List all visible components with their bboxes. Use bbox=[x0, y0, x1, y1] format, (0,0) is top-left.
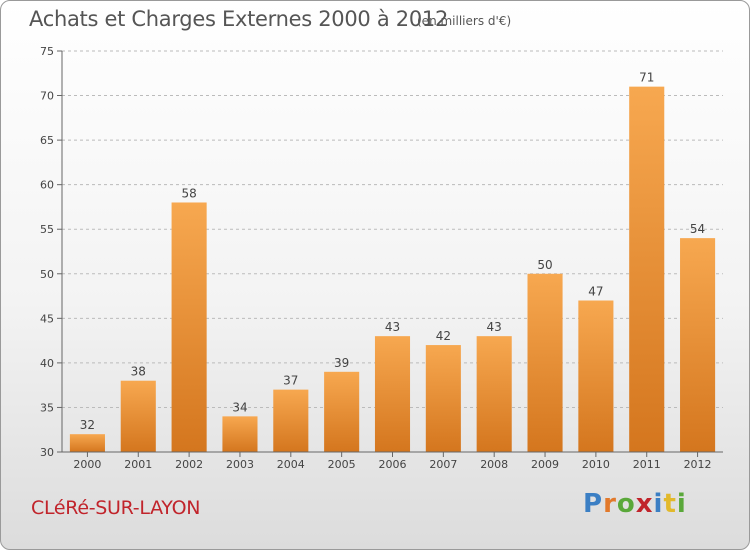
data-label: 50 bbox=[537, 258, 552, 272]
bar bbox=[273, 389, 309, 452]
data-label: 37 bbox=[283, 374, 298, 388]
x-tick-label: 2005 bbox=[328, 458, 356, 471]
logo-letter: o bbox=[616, 489, 636, 519]
bar bbox=[476, 336, 512, 452]
chart-subtitle: (en milliers d'€) bbox=[417, 14, 512, 28]
y-tick-label: 55 bbox=[40, 223, 54, 236]
bar bbox=[171, 202, 207, 452]
logo-letter: r bbox=[603, 489, 617, 519]
x-tick-label: 2012 bbox=[684, 458, 712, 471]
data-label: 71 bbox=[639, 71, 654, 85]
logo-letter: i bbox=[653, 489, 664, 519]
bar bbox=[578, 300, 614, 452]
bar bbox=[374, 336, 411, 452]
logo-letter: x bbox=[635, 489, 654, 519]
x-tick-label: 2009 bbox=[531, 458, 559, 471]
y-tick-label: 75 bbox=[40, 45, 54, 58]
y-tick-label: 65 bbox=[40, 134, 54, 147]
bar bbox=[324, 371, 360, 452]
y-tick-label: 35 bbox=[40, 401, 54, 414]
data-label: 54 bbox=[690, 222, 705, 236]
data-label: 58 bbox=[181, 186, 196, 200]
chart-title: Achats et Charges Externes 2000 à 2012 bbox=[29, 7, 449, 31]
logo-letter: P bbox=[583, 489, 604, 519]
y-tick-label: 40 bbox=[40, 357, 54, 370]
bar bbox=[680, 238, 716, 452]
data-label: 39 bbox=[334, 356, 349, 370]
bar-layer bbox=[69, 86, 716, 453]
place-name: CLéRé-SUR-LAYON bbox=[31, 497, 201, 519]
axis-layer: 30 35 40 45 50 55 60 65 70 75 2000 2001 2002 2003 2004… bbox=[40, 45, 723, 471]
y-tick-label: 70 bbox=[40, 90, 54, 103]
data-label: 43 bbox=[385, 320, 400, 334]
data-label: 43 bbox=[487, 320, 502, 334]
data-label: 34 bbox=[232, 400, 247, 414]
bar bbox=[222, 416, 258, 452]
data-label: 42 bbox=[436, 329, 451, 343]
y-tick-label: 60 bbox=[40, 179, 54, 192]
x-tick-label: 2011 bbox=[633, 458, 661, 471]
x-tick-label: 2004 bbox=[277, 458, 305, 471]
x-tick-label: 2001 bbox=[124, 458, 152, 471]
data-label: 32 bbox=[80, 418, 95, 432]
x-tick-label: 2008 bbox=[480, 458, 508, 471]
y-tick-label: 30 bbox=[40, 446, 54, 459]
bar bbox=[120, 380, 156, 452]
data-label: 38 bbox=[131, 365, 146, 379]
label-layer: 32 38 58 34 37 39 43 42 43 50 47 71 54 bbox=[80, 71, 705, 433]
data-label: 47 bbox=[588, 285, 603, 299]
x-tick-label: 2002 bbox=[175, 458, 203, 471]
logo-letter: t bbox=[663, 489, 677, 519]
bar bbox=[425, 345, 461, 452]
y-tick-label: 50 bbox=[40, 268, 54, 281]
x-tick-label: 2003 bbox=[226, 458, 254, 471]
y-tick-label: 45 bbox=[40, 312, 54, 325]
x-tick-label: 2007 bbox=[429, 458, 457, 471]
logo-letter: i bbox=[676, 489, 687, 519]
bar bbox=[527, 273, 563, 452]
bar bbox=[629, 86, 665, 453]
x-tick-label: 2006 bbox=[379, 458, 407, 471]
x-tick-label: 2010 bbox=[582, 458, 610, 471]
proxiti-logo: Proxiti bbox=[583, 489, 687, 519]
bar bbox=[69, 434, 105, 452]
x-tick-label: 2000 bbox=[73, 458, 101, 471]
